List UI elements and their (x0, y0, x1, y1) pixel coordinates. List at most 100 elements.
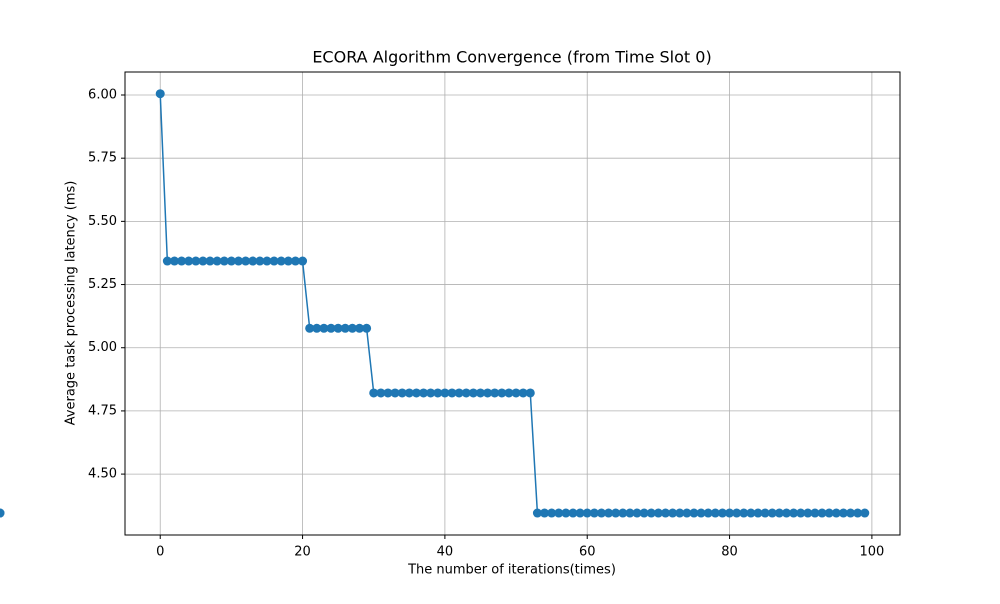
data-point (810, 508, 820, 518)
data-point (653, 508, 663, 518)
data-point (717, 508, 727, 518)
data-point (177, 256, 187, 266)
x-tick-label: 100 (859, 545, 884, 560)
data-point (340, 323, 350, 333)
data-point (234, 256, 244, 266)
y-axis-label: Average task processing latency (ms) (64, 181, 79, 426)
data-point (305, 323, 315, 333)
y-tick-label: 5.00 (88, 340, 117, 355)
x-tick-label: 20 (294, 545, 311, 560)
data-point (162, 256, 172, 266)
data-point (347, 323, 357, 333)
data-point (468, 388, 478, 398)
data-point (312, 323, 322, 333)
data-point (511, 388, 521, 398)
data-point (283, 256, 293, 266)
data-point (725, 508, 735, 518)
data-point (184, 256, 194, 266)
data-point (226, 256, 236, 266)
data-point (582, 508, 592, 518)
data-point (860, 508, 870, 518)
data-point (475, 388, 485, 398)
data-point (767, 508, 777, 518)
data-point (298, 256, 308, 266)
data-point (276, 256, 286, 266)
data-point (290, 256, 300, 266)
data-point (205, 256, 215, 266)
y-tick-label: 5.75 (88, 151, 117, 166)
data-point (625, 508, 635, 518)
data-point (746, 508, 756, 518)
data-point (262, 256, 272, 266)
x-tick-label: 0 (156, 545, 164, 560)
data-point (461, 388, 471, 398)
data-point (661, 508, 671, 518)
y-tick-label: 4.50 (88, 467, 117, 482)
data-point (483, 388, 493, 398)
data-point (575, 508, 585, 518)
data-point (354, 323, 364, 333)
data-point (447, 388, 457, 398)
data-point (433, 388, 443, 398)
data-point (760, 508, 770, 518)
data-point (532, 508, 542, 518)
data-point (789, 508, 799, 518)
data-point (518, 388, 528, 398)
y-tick-label: 5.25 (88, 277, 117, 292)
data-point (689, 508, 699, 518)
data-point (561, 508, 571, 518)
data-point (248, 256, 258, 266)
data-point (440, 388, 450, 398)
data-point (618, 508, 628, 518)
data-point (383, 388, 393, 398)
data-point (198, 256, 208, 266)
data-point (703, 508, 713, 518)
data-point (753, 508, 763, 518)
data-point (169, 256, 179, 266)
data-point (212, 256, 222, 266)
data-point (404, 388, 414, 398)
data-point (426, 388, 436, 398)
y-tick-label: 6.00 (88, 87, 117, 102)
data-point (525, 388, 535, 398)
data-point (646, 508, 656, 518)
data-point (668, 508, 678, 518)
data-point (540, 508, 550, 518)
data-point (319, 323, 329, 333)
chart-title: ECORA Algorithm Convergence (from Time S… (312, 48, 711, 67)
data-point (390, 388, 400, 398)
data-point (589, 508, 599, 518)
data-point (490, 388, 500, 398)
data-point (824, 508, 834, 518)
data-point (397, 388, 407, 398)
data-point (269, 256, 279, 266)
data-point (710, 508, 720, 518)
data-point (675, 508, 685, 518)
data-point (682, 508, 692, 518)
x-tick-label: 60 (579, 545, 596, 560)
data-point (219, 256, 229, 266)
data-point (0, 508, 5, 518)
data-point (454, 388, 464, 398)
data-point (611, 508, 621, 518)
data-point (604, 508, 614, 518)
plot-frame (124, 71, 901, 536)
data-line (159, 93, 865, 514)
data-point (796, 508, 806, 518)
y-tick-label: 5.50 (88, 214, 117, 229)
data-point (639, 508, 649, 518)
data-point (696, 508, 706, 518)
y-tick-label: 4.75 (88, 403, 117, 418)
data-point (504, 388, 514, 398)
data-point (547, 508, 557, 518)
x-axis-label: The number of iterations(times) (407, 563, 616, 578)
data-point (326, 323, 336, 333)
data-point (255, 256, 265, 266)
data-point (817, 508, 827, 518)
data-point (831, 508, 841, 518)
data-point (781, 508, 791, 518)
data-point (369, 388, 379, 398)
data-point (241, 256, 251, 266)
data-point (155, 89, 165, 99)
